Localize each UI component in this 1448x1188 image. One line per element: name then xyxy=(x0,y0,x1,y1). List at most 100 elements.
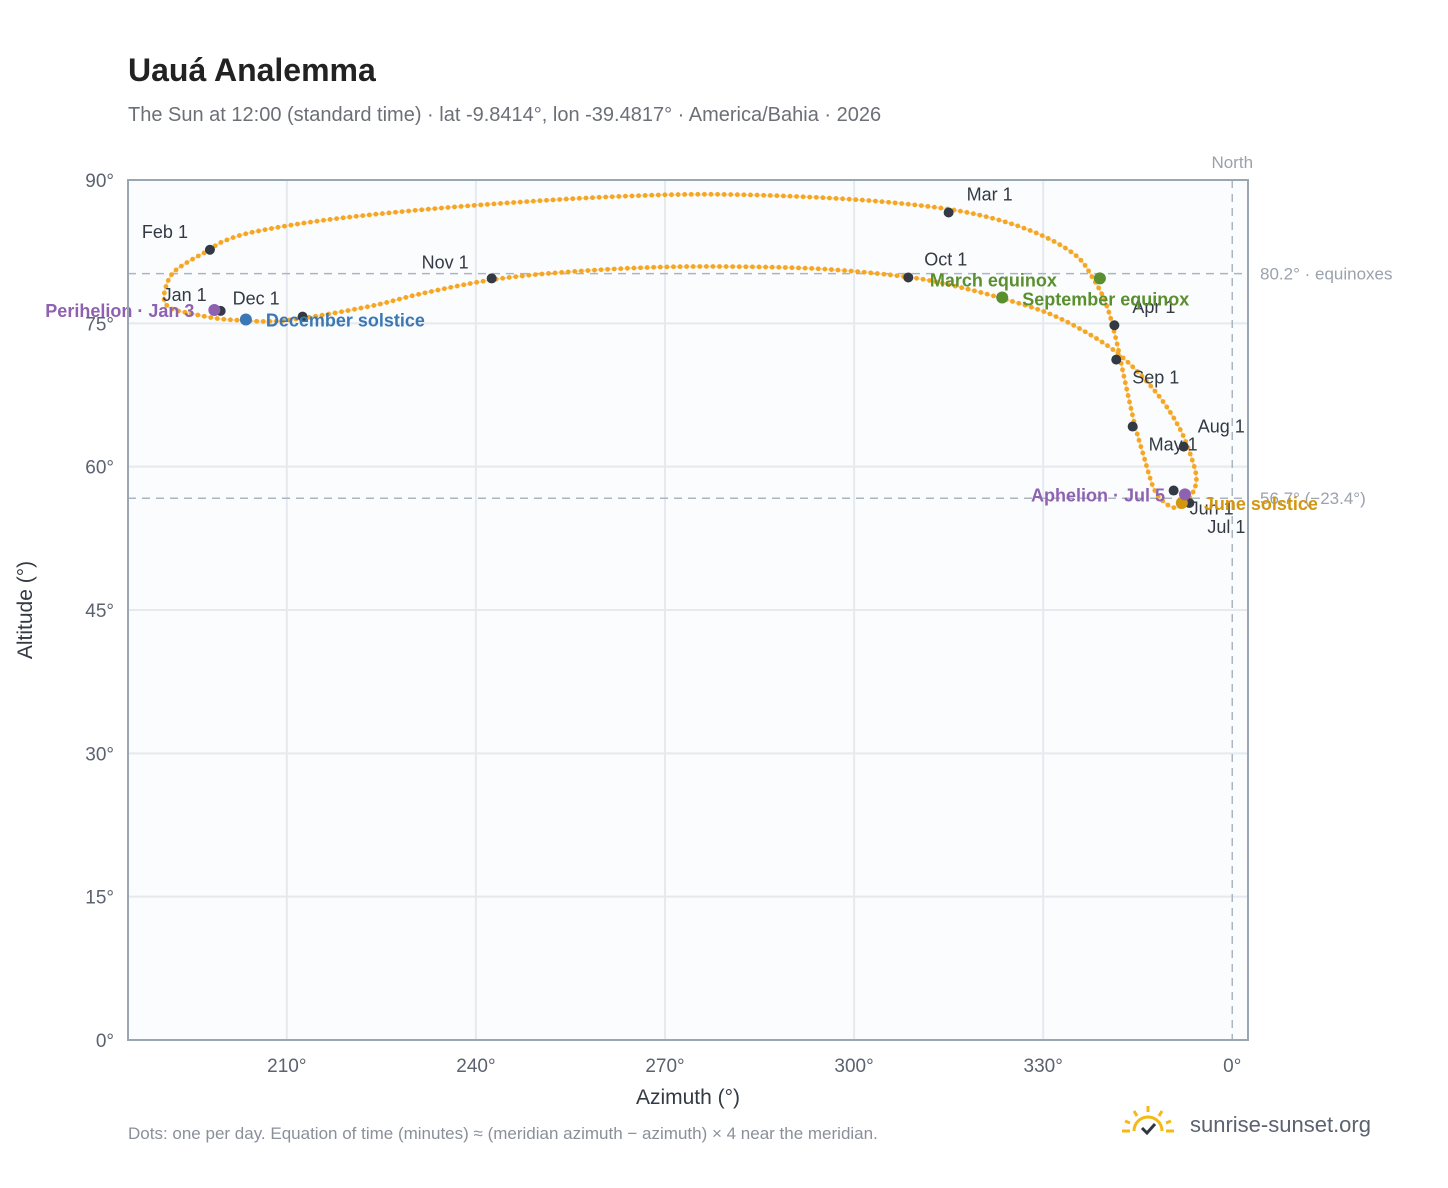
daily-dot xyxy=(888,272,893,278)
daily-dot xyxy=(165,277,171,283)
daily-dot xyxy=(629,193,635,199)
daily-dot xyxy=(1193,476,1199,482)
daily-dot xyxy=(498,201,503,206)
daily-dot xyxy=(306,314,312,320)
daily-dot xyxy=(178,263,184,269)
equinox-marker xyxy=(1093,272,1106,285)
daily-dot xyxy=(991,293,996,299)
daily-dot xyxy=(717,264,722,269)
daily-dot xyxy=(972,288,977,294)
daily-dot xyxy=(360,213,366,218)
chart-subtitle: The Sun at 12:00 (standard time) · lat -… xyxy=(128,104,882,126)
daily-dot xyxy=(787,193,793,199)
daily-dot xyxy=(234,317,240,323)
daily-dot xyxy=(590,195,595,201)
daily-dot xyxy=(287,317,292,323)
daily-dot xyxy=(559,269,565,275)
daily-dot xyxy=(1125,393,1131,398)
daily-dot xyxy=(1073,253,1079,259)
daily-dot xyxy=(697,264,703,269)
daily-dot xyxy=(1193,470,1199,476)
daily-dot xyxy=(592,267,597,273)
daily-dot xyxy=(513,274,519,280)
plot-frame xyxy=(127,179,1249,1041)
daily-dot xyxy=(377,301,383,307)
daily-dot xyxy=(432,206,438,211)
daily-dot xyxy=(1116,348,1121,353)
daily-dot xyxy=(809,266,815,271)
daily-dot xyxy=(741,192,747,198)
daily-dot xyxy=(326,311,331,317)
reference-lines: North 80.2° · equinoxes 56.7° (−23.4°) xyxy=(128,153,1393,1040)
daily-dot xyxy=(1122,380,1128,386)
daily-dot xyxy=(274,318,279,324)
daily-dot xyxy=(399,209,405,215)
daily-dot xyxy=(827,195,832,201)
daily-dot xyxy=(763,264,769,270)
daily-dot xyxy=(358,305,364,311)
daily-dot xyxy=(927,278,932,283)
daily-dot xyxy=(1138,444,1144,450)
daily-dot xyxy=(478,202,484,208)
daily-dot xyxy=(452,204,457,210)
daily-dot xyxy=(853,197,859,203)
daily-dot xyxy=(1174,421,1180,427)
daily-dot xyxy=(829,267,834,272)
daily-dot xyxy=(406,208,412,214)
daily-dot xyxy=(345,308,351,313)
daily-dot xyxy=(946,282,952,288)
daily-dot xyxy=(353,213,359,219)
daily-dot xyxy=(761,192,767,198)
daily-dot xyxy=(1127,399,1132,405)
daily-dot xyxy=(1130,364,1136,370)
daily-dot xyxy=(1102,297,1107,303)
daily-dot xyxy=(1160,498,1166,504)
daily-dot xyxy=(230,235,236,240)
daily-dot xyxy=(1096,285,1102,291)
daily-dot xyxy=(1142,456,1148,462)
daily-dot xyxy=(339,309,344,315)
daily-dot xyxy=(892,200,898,206)
daily-dot xyxy=(471,202,477,208)
daily-dot xyxy=(1068,249,1074,255)
daily-dot xyxy=(319,312,325,318)
month-label: Nov 1 xyxy=(422,252,469,272)
daily-dot xyxy=(412,207,418,213)
daily-dot xyxy=(1009,221,1014,227)
daily-dot xyxy=(756,264,762,270)
daily-dot xyxy=(275,224,281,230)
daily-dot xyxy=(938,205,944,211)
daily-dot xyxy=(820,195,826,201)
brand-mark[interactable]: sunrise-sunset.org xyxy=(1120,1104,1400,1148)
daily-dot xyxy=(256,228,261,234)
daily-dot xyxy=(990,215,995,221)
month-marker xyxy=(1109,320,1120,331)
daily-dot xyxy=(557,197,563,202)
daily-dot xyxy=(532,272,538,278)
daily-dot xyxy=(517,199,523,205)
daily-dot xyxy=(708,191,714,197)
daily-dot xyxy=(321,217,326,223)
daily-dot xyxy=(1077,326,1082,331)
y-tick-label: 90° xyxy=(85,171,114,192)
daily-dot xyxy=(435,287,441,293)
daily-dot xyxy=(781,193,786,199)
daily-dot xyxy=(1147,475,1153,481)
daily-dot xyxy=(918,203,924,209)
daily-dot xyxy=(743,264,749,270)
daily-dot xyxy=(1177,427,1183,432)
daily-dot xyxy=(526,272,532,278)
daily-dot xyxy=(173,267,179,273)
month-marker xyxy=(943,207,954,218)
grid xyxy=(128,180,1248,1040)
daily-dot xyxy=(583,195,589,201)
daily-dot xyxy=(384,300,390,305)
month-marker xyxy=(903,272,914,283)
month-marker xyxy=(1111,354,1122,365)
daily-dot xyxy=(425,206,431,212)
footnote: Dots: one per day. Equation of time (min… xyxy=(128,1124,878,1143)
daily-dot xyxy=(366,212,372,218)
month-marker xyxy=(486,273,497,284)
daily-dot xyxy=(802,265,808,271)
